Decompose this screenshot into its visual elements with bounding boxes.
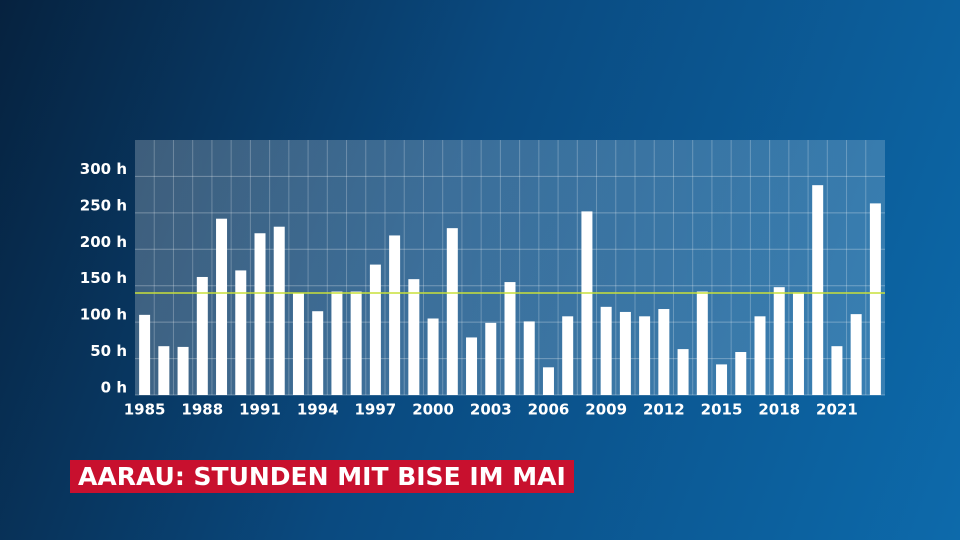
y-tick-label: 50 h [90, 342, 127, 360]
bar [408, 279, 420, 395]
bar [523, 321, 535, 395]
bar [273, 226, 285, 395]
bar [677, 349, 689, 395]
bar [485, 322, 497, 395]
x-tick-label: 2006 [528, 401, 570, 419]
bar [812, 185, 824, 395]
x-tick-label: 2018 [758, 401, 800, 419]
bar [639, 316, 651, 395]
x-tick-label: 1991 [239, 401, 281, 419]
y-tick-label: 300 h [80, 160, 127, 178]
bar [235, 270, 247, 395]
y-tick-label: 150 h [80, 269, 127, 287]
bar [696, 291, 708, 395]
bar [331, 291, 343, 395]
bar [850, 314, 862, 395]
bar [542, 367, 554, 395]
bar [466, 337, 478, 395]
y-tick-label: 200 h [80, 233, 127, 251]
x-tick-label: 2012 [643, 401, 685, 419]
bar [254, 233, 266, 395]
x-tick-label: 1994 [297, 401, 339, 419]
x-tick-label: 2003 [470, 401, 512, 419]
bar [139, 314, 151, 395]
y-tick-label: 100 h [80, 306, 127, 324]
x-tick-label: 2000 [412, 401, 454, 419]
x-tick-label: 2015 [701, 401, 743, 419]
bar [600, 306, 612, 395]
bar [350, 291, 362, 395]
bar [619, 311, 631, 395]
bar [158, 346, 170, 395]
chart-title: AARAU: STUNDEN MIT BISE IM MAI [70, 460, 574, 493]
bar [754, 316, 766, 395]
x-tick-label: 2009 [585, 401, 627, 419]
bar [658, 309, 670, 395]
bar [562, 316, 574, 395]
bar [196, 276, 208, 395]
bar [369, 264, 381, 395]
x-tick-label: 1997 [355, 401, 397, 419]
x-tick-label: 1988 [181, 401, 223, 419]
bar [427, 318, 439, 395]
x-tick-label: 1985 [124, 401, 166, 419]
bar [773, 287, 785, 395]
bar [831, 346, 843, 395]
bar [446, 228, 458, 395]
bar [292, 293, 304, 395]
bar [504, 282, 516, 395]
bar [792, 292, 804, 395]
bar [389, 235, 401, 395]
bar [869, 203, 881, 395]
y-tick-label: 0 h [101, 379, 127, 397]
x-tick-label: 2021 [816, 401, 858, 419]
bar [177, 346, 189, 395]
bar [216, 218, 228, 395]
bar [716, 364, 728, 395]
y-tick-label: 250 h [80, 196, 127, 214]
bar [735, 352, 747, 395]
bar [581, 211, 593, 395]
bar [312, 311, 324, 395]
